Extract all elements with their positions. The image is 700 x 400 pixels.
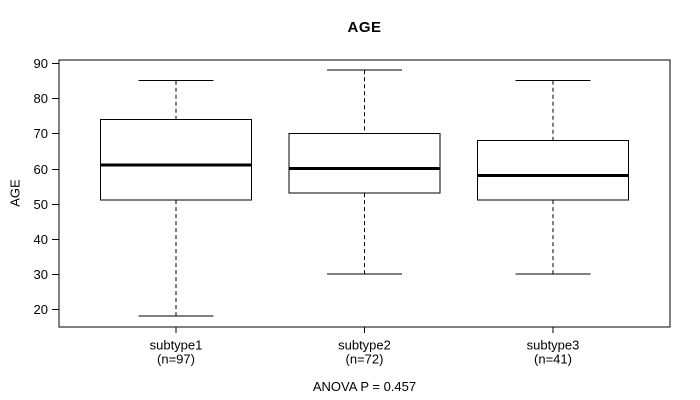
iqr-box-subtype3	[477, 139, 629, 201]
iqr-box-subtype2	[288, 132, 441, 194]
y-tick-label: 70	[34, 126, 48, 141]
anova-annotation: ANOVA P = 0.457	[312, 379, 417, 394]
y-tick-label: 50	[34, 197, 48, 212]
y-tick-label: 90	[34, 56, 48, 71]
group-label: subtype3	[527, 338, 580, 353]
group-sublabel: (n=72)	[346, 352, 384, 367]
group-label: subtype1	[150, 338, 203, 353]
group-sublabel: (n=41)	[534, 352, 572, 367]
group-label: subtype2	[338, 338, 391, 353]
y-tick-label: 30	[34, 267, 48, 282]
y-tick-label: 80	[34, 91, 48, 106]
chart-title: AGE	[347, 19, 382, 36]
group-sublabel: (n=97)	[157, 352, 195, 367]
iqr-box-subtype1	[100, 118, 252, 201]
y-tick-label: 40	[34, 232, 48, 247]
y-tick-label: 60	[34, 162, 48, 177]
y-tick-label: 20	[34, 302, 48, 317]
